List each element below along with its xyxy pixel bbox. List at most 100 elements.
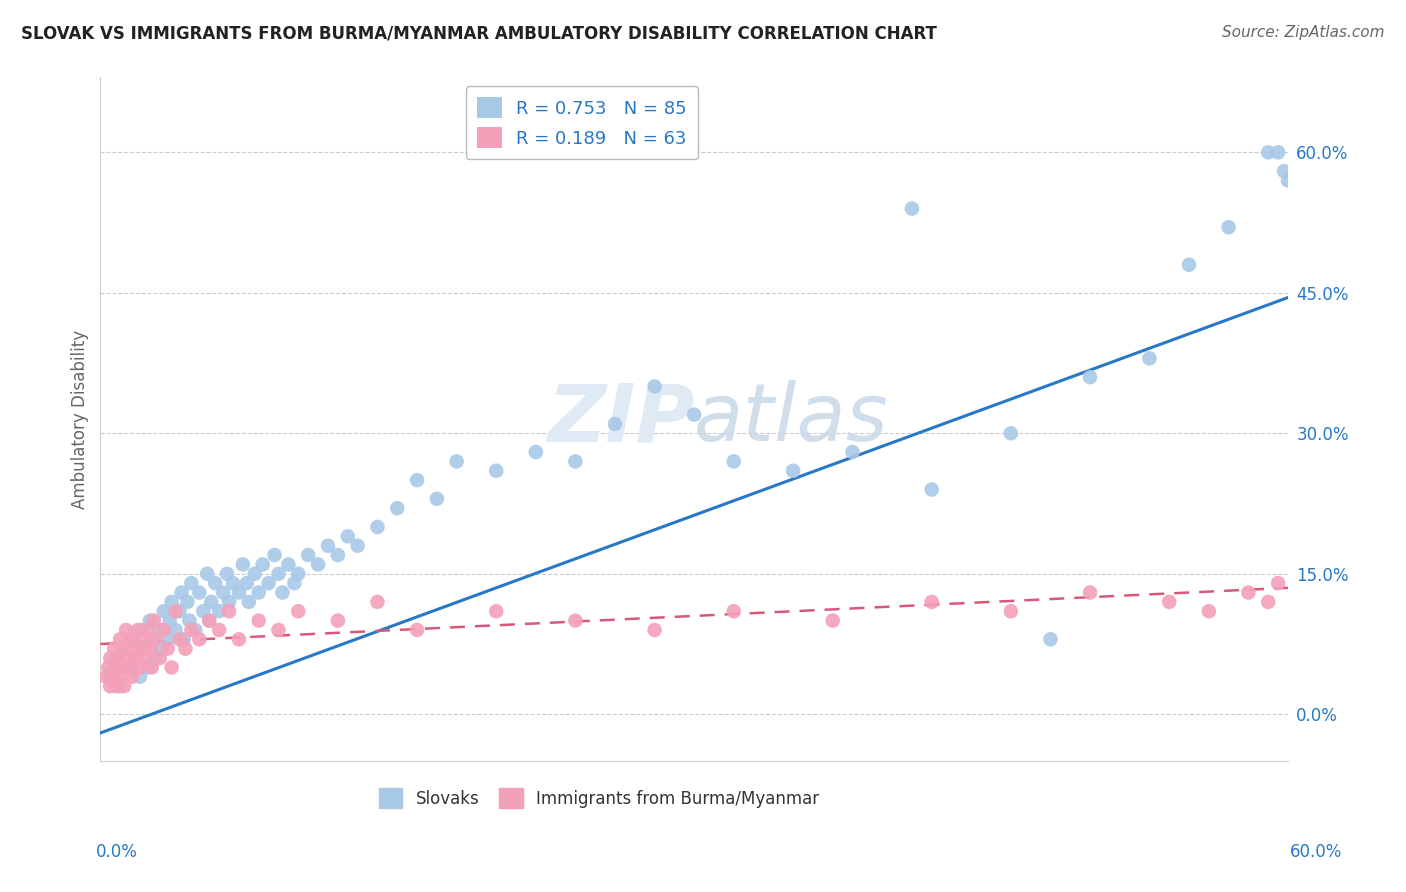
Point (683, 408, 706, 422)
Point (198, 614, 221, 628)
Point (446, 454, 468, 468)
Point (267, 623, 290, 637)
Point (277, 558, 299, 572)
Point (112, 679, 135, 693)
Point (524, 445, 547, 459)
Point (160, 595, 183, 609)
Point (176, 595, 198, 609)
Point (145, 632, 167, 647)
Point (603, 417, 626, 431)
Point (125, 651, 148, 665)
Point (222, 576, 245, 591)
Point (297, 548, 319, 562)
Point (208, 623, 231, 637)
Point (169, 632, 191, 647)
Point (135, 651, 157, 665)
Point (218, 604, 240, 618)
Point (1000, 426, 1022, 441)
Point (98, 651, 121, 665)
Point (111, 660, 134, 674)
Point (366, 520, 388, 534)
Point (1198, 604, 1220, 618)
Point (1237, 585, 1260, 599)
Point (132, 632, 155, 647)
Point (174, 641, 197, 656)
Point (215, 566, 238, 581)
Point (180, 623, 202, 637)
Point (121, 632, 143, 647)
Point (247, 614, 270, 628)
Point (1000, 604, 1022, 618)
Point (406, 623, 429, 637)
Point (644, 623, 666, 637)
Point (142, 614, 165, 628)
Point (1267, 576, 1289, 591)
Point (132, 641, 155, 656)
Point (96, 670, 118, 684)
Point (426, 491, 449, 506)
Point (1159, 595, 1181, 609)
Point (160, 660, 183, 674)
Point (145, 651, 167, 665)
Point (188, 585, 211, 599)
Point (316, 539, 339, 553)
Point (118, 660, 141, 674)
Point (115, 623, 138, 637)
Legend: Slovaks, Immigrants from Burma/Myanmar: Slovaks, Immigrants from Burma/Myanmar (373, 781, 825, 814)
Point (208, 604, 231, 618)
Point (267, 566, 290, 581)
Point (287, 566, 309, 581)
Point (200, 595, 222, 609)
Point (1257, 595, 1279, 609)
Point (149, 651, 172, 665)
Point (257, 576, 280, 591)
Point (108, 679, 131, 693)
Point (105, 651, 128, 665)
Point (218, 595, 240, 609)
Point (112, 641, 135, 656)
Point (485, 464, 508, 478)
Point (387, 501, 409, 516)
Point (188, 632, 211, 647)
Point (105, 679, 128, 693)
Point (821, 614, 844, 628)
Point (193, 604, 215, 618)
Point (336, 529, 359, 543)
Point (1267, 145, 1289, 160)
Point (247, 585, 270, 599)
Point (1039, 632, 1062, 647)
Point (921, 595, 943, 609)
Point (118, 632, 141, 647)
Text: SLOVAK VS IMMIGRANTS FROM BURMA/MYANMAR AMBULATORY DISABILITY CORRELATION CHART: SLOVAK VS IMMIGRANTS FROM BURMA/MYANMAR … (21, 25, 936, 43)
Point (263, 548, 285, 562)
Point (723, 604, 745, 618)
Point (108, 670, 131, 684)
Point (195, 566, 218, 581)
Point (97, 660, 120, 674)
Point (180, 576, 202, 591)
Text: 0.0%: 0.0% (96, 843, 138, 861)
Point (326, 548, 349, 562)
Point (131, 641, 153, 656)
Text: atlas: atlas (695, 380, 889, 458)
Point (129, 660, 152, 674)
Point (139, 614, 162, 628)
Point (101, 670, 124, 684)
Point (165, 623, 187, 637)
Point (232, 558, 254, 572)
Point (141, 660, 163, 674)
Point (564, 614, 586, 628)
Point (564, 454, 586, 468)
Point (243, 566, 266, 581)
Point (198, 614, 221, 628)
Point (131, 623, 153, 637)
Point (1139, 351, 1161, 366)
Point (118, 660, 141, 674)
Point (117, 651, 139, 665)
Point (346, 539, 368, 553)
Point (169, 604, 191, 618)
Point (170, 585, 193, 599)
Point (271, 585, 294, 599)
Point (108, 632, 131, 647)
Point (921, 483, 943, 497)
